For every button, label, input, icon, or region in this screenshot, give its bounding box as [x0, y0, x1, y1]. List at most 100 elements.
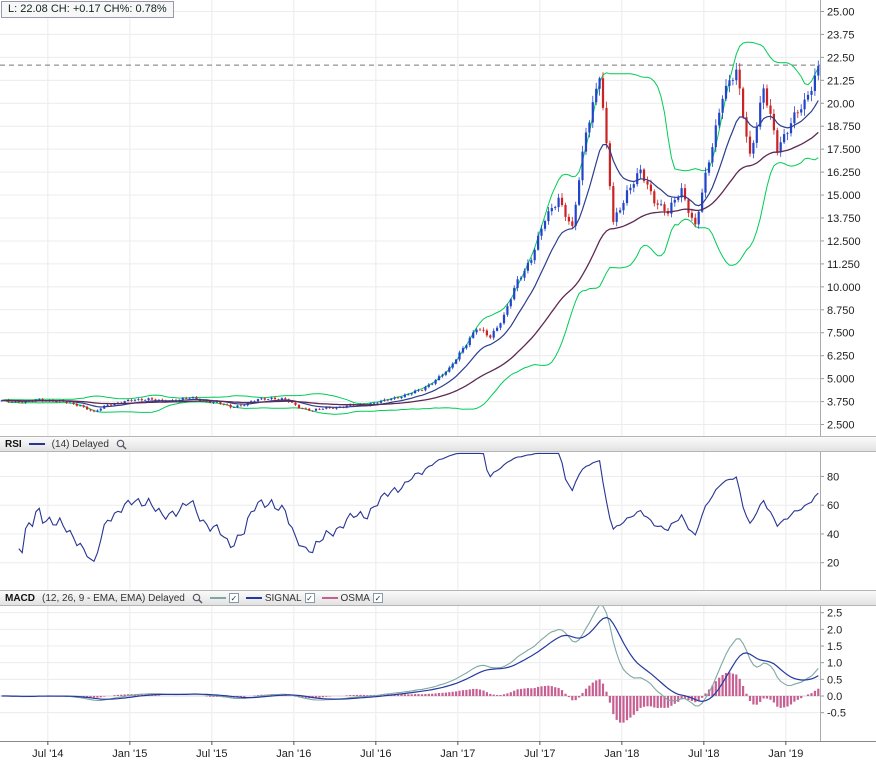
osma-bar	[444, 692, 447, 696]
osma-bar	[209, 696, 212, 697]
osma-bar	[123, 694, 126, 696]
macd-line-toggle[interactable]: ✓	[228, 593, 239, 603]
osma-bar	[677, 696, 680, 702]
osma-bar	[704, 693, 707, 696]
osma-bar	[137, 694, 140, 696]
osma-bar	[772, 696, 775, 703]
osma-bar	[92, 696, 96, 698]
y-axis-label: 0.5	[827, 674, 842, 686]
osma-bar	[103, 696, 106, 697]
osma-bar	[554, 687, 557, 696]
osma-bar	[748, 696, 752, 701]
osma-bar	[759, 696, 762, 702]
osma-bar	[735, 674, 738, 696]
time-axis: Jul '14 Jan '15 Jul '15 Jan '16 Jul '16 Jan '…	[0, 741, 876, 760]
osma-bar	[489, 693, 492, 696]
y-axis-label: 3.750	[827, 397, 855, 409]
osma-bar	[793, 696, 796, 702]
osma-bar	[636, 696, 639, 712]
osma-bar	[547, 685, 550, 696]
x-axis-label: Jul '17	[524, 748, 555, 760]
signal-toggle[interactable]: ✓	[304, 593, 315, 603]
osma-bar	[666, 696, 670, 708]
osma-bar	[619, 696, 622, 723]
osma-bar	[605, 691, 608, 696]
macd-chart-surface[interactable]: 2.5 2.0 1.5 1.0 0.5 0.0 -0.5	[0, 606, 876, 741]
x-axis-label: Jul '15	[196, 748, 227, 760]
osma-bar	[526, 688, 529, 696]
osma-bar	[776, 696, 779, 707]
osma-bar	[622, 696, 625, 723]
osma-bar	[113, 695, 116, 696]
osma-bar	[475, 688, 478, 696]
x-axis-label: Jan '15	[112, 748, 147, 760]
magnifier-icon[interactable]	[192, 593, 203, 604]
osma-bar	[646, 696, 649, 707]
macd-title: MACD	[5, 592, 35, 604]
osma-bar	[414, 694, 417, 696]
osma-bar	[728, 672, 731, 696]
osma-bar	[424, 694, 427, 696]
y-axis-label: 10.000	[827, 282, 861, 294]
osma-bar	[612, 696, 615, 715]
legend-osma: OSMA ✓	[321, 593, 383, 604]
osma-bar	[769, 696, 772, 700]
osma-bar	[284, 695, 287, 696]
osma-bar	[742, 686, 745, 696]
osma-bar	[731, 673, 734, 696]
osma-bar	[212, 696, 215, 697]
osma-bar	[608, 696, 611, 703]
osma-bar	[680, 696, 683, 700]
osma-bar	[786, 696, 789, 707]
osma-bar	[557, 687, 560, 696]
osma-toggle[interactable]: ✓	[372, 593, 383, 603]
y-axis-label: 80	[827, 471, 839, 483]
legend-signal: SIGNAL ✓	[245, 593, 315, 604]
y-axis-label: 11.250	[827, 259, 860, 271]
up-candle-wicks	[1, 60, 819, 413]
osma-bar	[571, 696, 574, 701]
rsi-chart-surface[interactable]: 80 60 40 20	[0, 452, 876, 590]
x-axis-label: Jan '17	[440, 748, 475, 760]
y-axis-label: 2.5	[827, 608, 842, 620]
y-axis-label: 2.500	[827, 420, 855, 432]
y-axis-label: 8.750	[827, 305, 855, 317]
last-price-text: L: 22.08 CH: +0.17 CH%: 0.78%	[8, 3, 167, 15]
x-axis-label: Jan '16	[276, 748, 311, 760]
y-axis-label: 6.250	[827, 351, 855, 363]
price-chart-surface[interactable]: 25.00 23.75 22.50 21.25 20.00 18.750 17.500 16.…	[0, 0, 876, 436]
x-axis-label: Jul '18	[688, 748, 719, 760]
osma-bar	[533, 688, 536, 696]
osma-bar	[243, 696, 246, 697]
osma-bar	[543, 686, 547, 696]
osma-bar	[642, 696, 646, 707]
osma-bar	[810, 693, 813, 696]
macd-header: MACD (12, 26, 9 - EMA, EMA) Delayed ✓ SI…	[0, 590, 876, 606]
y-axis-label: 20.00	[827, 98, 855, 110]
osma-bar	[796, 696, 799, 700]
osma-bar	[817, 688, 820, 696]
osma-bar	[673, 696, 676, 704]
osma-bar	[530, 688, 533, 696]
osma-bar	[578, 696, 581, 698]
osma-bar	[714, 681, 717, 696]
osma-bar	[116, 694, 119, 696]
osma-bar	[625, 696, 629, 721]
down-candle-wicks	[8, 63, 799, 413]
osma-bar	[314, 696, 318, 698]
magnifier-icon[interactable]	[116, 439, 127, 450]
osma-bar	[656, 696, 659, 708]
fast-ma-line	[1, 100, 819, 408]
osma-bar	[516, 689, 519, 696]
osma-bar	[349, 695, 352, 696]
osma-bar	[301, 696, 304, 698]
osma-bar	[403, 694, 406, 696]
osma-bar	[472, 688, 475, 696]
osma-bar	[724, 673, 728, 696]
y-axis-label: 21.25	[827, 75, 855, 87]
osma-bar	[660, 696, 663, 708]
rsi-title: RSI	[5, 438, 22, 450]
osma-bar	[321, 696, 324, 698]
rsi-header: RSI (14) Delayed	[0, 436, 876, 452]
